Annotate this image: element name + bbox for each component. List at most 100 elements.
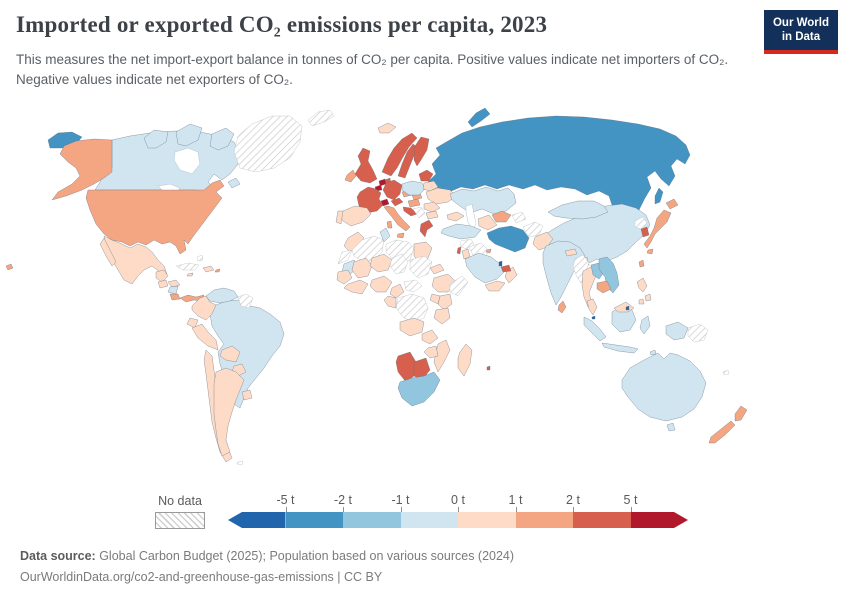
country-jamaica[interactable]: [186, 272, 194, 277]
country-zambia[interactable]: [421, 329, 439, 345]
country-italy-sardinia[interactable]: [386, 220, 393, 229]
country-western-sahara[interactable]: [337, 249, 353, 265]
country-romania[interactable]: [423, 201, 441, 213]
country-canada-newfoundland[interactable]: [227, 177, 241, 189]
country-russia-novaya-zemlya[interactable]: [467, 107, 491, 128]
country-israel[interactable]: [456, 246, 462, 255]
country-serbia-bosnia[interactable]: [412, 206, 426, 219]
legend-bin-4[interactable]: [458, 512, 516, 528]
country-puerto-rico[interactable]: [214, 268, 221, 273]
country-south-africa[interactable]: [397, 371, 441, 407]
country-mexico-yucatan[interactable]: [155, 269, 169, 283]
country-singapore[interactable]: [591, 315, 596, 320]
country-indonesia-sumatra[interactable]: [583, 316, 607, 342]
country-north-korea[interactable]: [634, 216, 648, 230]
country-finland[interactable]: [413, 136, 430, 167]
country-uk[interactable]: [354, 147, 378, 184]
country-zimbabwe[interactable]: [423, 345, 439, 359]
country-uruguay[interactable]: [241, 389, 253, 401]
country-somalia[interactable]: [449, 275, 469, 297]
country-senegal[interactable]: [336, 269, 353, 285]
country-australia[interactable]: [621, 352, 707, 422]
country-japan-kyushu[interactable]: [646, 248, 654, 255]
country-turkmenistan[interactable]: [477, 214, 498, 231]
country-vietnam[interactable]: [598, 256, 620, 294]
legend-bin-5[interactable]: [515, 512, 573, 528]
country-dr-congo[interactable]: [395, 293, 429, 323]
country-italy-sicily[interactable]: [396, 232, 405, 239]
country-south-korea[interactable]: [640, 226, 650, 238]
country-nepal[interactable]: [564, 248, 578, 257]
country-bolivia[interactable]: [219, 345, 241, 363]
country-new-caledonia[interactable]: [722, 369, 730, 376]
country-kuwait[interactable]: [485, 248, 492, 254]
country-usa-alaska[interactable]: [51, 138, 113, 201]
country-indonesia-sulawesi[interactable]: [639, 315, 651, 335]
legend-bin-0[interactable]: [228, 512, 286, 528]
country-peru[interactable]: [191, 323, 219, 351]
country-germany[interactable]: [382, 179, 403, 201]
country-angola[interactable]: [399, 317, 425, 337]
country-tanzania[interactable]: [433, 307, 451, 325]
country-cambodia[interactable]: [596, 280, 612, 294]
country-belarus[interactable]: [422, 180, 439, 192]
country-philippines-visayas[interactable]: [638, 298, 645, 305]
country-uae[interactable]: [500, 264, 512, 273]
country-portugal[interactable]: [335, 210, 344, 225]
country-usa-hawaii[interactable]: [5, 263, 14, 271]
country-argentina[interactable]: [213, 367, 245, 457]
legend-bin-7[interactable]: [631, 512, 689, 528]
country-mexico-baja[interactable]: [99, 237, 117, 267]
country-gabon-congo[interactable]: [383, 295, 397, 309]
country-croatia[interactable]: [402, 206, 418, 217]
country-india[interactable]: [542, 240, 586, 306]
country-algeria[interactable]: [351, 235, 385, 263]
country-australia-tasmania[interactable]: [666, 422, 676, 432]
country-qatar[interactable]: [498, 260, 503, 267]
country-caucasus[interactable]: [446, 211, 465, 222]
country-nz-north[interactable]: [734, 405, 748, 422]
country-mali[interactable]: [351, 257, 373, 279]
country-falklands[interactable]: [236, 460, 244, 466]
country-east-timor[interactable]: [649, 349, 657, 356]
country-car[interactable]: [403, 279, 423, 293]
country-baltics[interactable]: [418, 169, 434, 182]
country-greece[interactable]: [419, 219, 434, 238]
country-philippines-mindanao[interactable]: [644, 293, 652, 302]
country-japan-honshu[interactable]: [643, 209, 672, 249]
country-switzerland[interactable]: [380, 198, 390, 207]
country-nigeria[interactable]: [369, 275, 393, 293]
legend-bin-3[interactable]: [400, 512, 458, 528]
country-nicaragua[interactable]: [167, 285, 179, 295]
country-mauritius[interactable]: [486, 365, 491, 371]
country-greenland[interactable]: [233, 115, 303, 173]
owid-logo[interactable]: Our World in Data: [763, 10, 838, 54]
footer-url-link[interactable]: OurWorldinData.org/co2-and-greenhouse-ga…: [20, 570, 383, 585]
country-eritrea[interactable]: [429, 263, 445, 275]
country-canada-island-3[interactable]: [209, 127, 235, 151]
country-kyrgyzstan-tajikistan[interactable]: [511, 211, 527, 224]
country-tunisia[interactable]: [379, 227, 391, 243]
country-bahamas[interactable]: [196, 254, 204, 262]
country-russia-sakhalin[interactable]: [654, 187, 664, 205]
country-sudan[interactable]: [409, 255, 433, 279]
country-svalbard[interactable]: [307, 109, 335, 127]
country-west-african-coast[interactable]: [343, 279, 369, 295]
country-malaysia-peninsula[interactable]: [586, 298, 598, 316]
country-kazakhstan[interactable]: [449, 186, 517, 215]
country-philippines-luzon[interactable]: [636, 277, 648, 293]
country-brunei[interactable]: [625, 305, 630, 311]
country-cuba[interactable]: [175, 262, 200, 271]
country-uganda[interactable]: [429, 293, 441, 305]
country-yemen[interactable]: [484, 280, 506, 292]
country-usa[interactable]: [85, 179, 225, 255]
country-honduras[interactable]: [167, 279, 181, 288]
country-niger[interactable]: [369, 253, 393, 273]
country-bulgaria[interactable]: [425, 210, 439, 220]
country-guyanas[interactable]: [237, 293, 254, 309]
country-colombia[interactable]: [191, 295, 217, 321]
country-namibia[interactable]: [395, 351, 417, 383]
country-chad[interactable]: [389, 253, 409, 275]
country-indonesia-papua[interactable]: [665, 321, 689, 341]
country-madagascar[interactable]: [457, 343, 473, 377]
